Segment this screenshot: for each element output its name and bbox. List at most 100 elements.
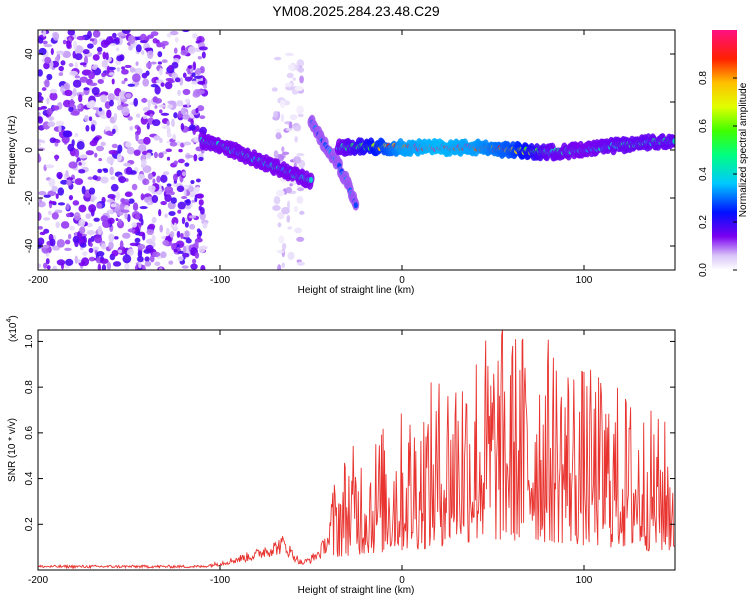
noise-speckle [196,228,201,233]
noise-speckle [94,235,103,244]
snr-x-tick-label: 100 [576,575,593,586]
noise-speckle [117,249,123,254]
noise-speckle [296,195,304,204]
noise-speckle [279,99,286,109]
noise-speckle [146,201,152,206]
noise-speckle [103,168,109,173]
noise-speckle [38,95,44,102]
noise-speckle [96,251,105,257]
noise-speckle [176,230,181,238]
noise-speckle [296,261,305,266]
noise-speckle [67,30,76,36]
noise-speckle [191,258,197,264]
snr-y-tick-label: 0.2 [24,517,35,531]
noise-speckle [88,116,93,122]
noise-speckle [277,264,282,270]
noise-speckle [68,106,74,113]
noise-speckle [275,189,285,197]
noise-speckle [92,246,100,251]
noise-speckle [108,72,115,76]
noise-speckle [299,210,305,215]
noise-speckle [38,225,43,230]
noise-speckle [113,37,120,42]
noise-speckle [101,264,107,270]
noise-speckle [113,236,119,240]
noise-speckle [77,104,82,110]
noise-speckle [66,177,74,181]
noise-speckle [285,186,292,194]
noise-speckle [287,251,295,260]
noise-speckle [89,242,93,248]
noise-speckle [88,247,94,253]
noise-speckle [55,139,61,144]
noise-speckle [65,170,69,177]
noise-speckle [141,72,148,79]
noise-speckle [85,213,92,219]
noise-speckle [175,140,182,146]
noise-speckle [286,72,294,79]
noise-speckle [79,76,88,83]
noise-speckle [289,114,298,121]
noise-speckle [273,150,279,158]
noise-speckle [110,176,116,181]
spectrogram-y-tick-label: 40 [24,48,35,60]
noise-speckle [198,205,203,211]
noise-speckle [185,198,191,206]
noise-speckle [182,245,187,254]
noise-speckle [147,172,153,180]
noise-speckle [193,153,198,162]
noise-speckle [276,249,285,254]
noise-speckle [153,135,161,141]
noise-speckle [150,31,159,37]
noise-speckle [176,101,184,107]
spectrogram-x-tick-label: 0 [399,275,405,286]
spectrogram-x-tick-label: -200 [28,275,48,286]
noise-speckle [39,197,43,204]
noise-speckle [92,175,98,181]
noise-speckle [65,258,74,266]
noise-speckle [128,45,133,51]
noise-speckle [154,261,161,267]
noise-speckle [147,99,151,108]
colorbar-tick-label: 0.6 [698,119,709,133]
noise-speckle [162,43,166,50]
noise-speckle [115,217,119,222]
colorbar-tick-label: 0.4 [698,167,709,181]
noise-speckle [91,86,100,96]
noise-speckle [154,85,161,95]
noise-speckle [100,176,109,184]
noise-speckle [86,222,93,228]
noise-speckle [190,179,195,185]
noise-speckle [173,47,178,54]
noise-speckle [294,64,299,70]
noise-speckle [129,67,136,73]
noise-speckle [65,213,71,218]
noise-speckle [125,141,132,148]
noise-speckle [64,247,72,252]
noise-speckle [65,203,70,211]
noise-speckle [69,225,75,231]
noise-speckle [60,85,65,93]
noise-speckle [72,87,77,97]
noise-speckle [68,161,78,169]
noise-speckle [174,36,179,43]
noise-speckle [281,262,286,269]
noise-speckle [100,215,109,222]
noise-speckle [38,201,46,208]
noise-speckle [297,187,305,192]
noise-speckle [191,80,199,85]
noise-speckle [182,252,190,258]
noise-speckle [123,162,132,167]
noise-speckle [138,144,147,153]
noise-speckle [170,197,177,204]
noise-speckle [180,49,188,56]
noise-speckle [152,251,161,258]
noise-speckle [127,35,136,45]
noise-speckle [60,179,69,185]
noise-speckle [92,30,101,38]
noise-speckle [191,199,196,203]
noise-speckle [135,113,141,118]
noise-speckle [76,35,86,41]
noise-speckle [139,205,148,210]
